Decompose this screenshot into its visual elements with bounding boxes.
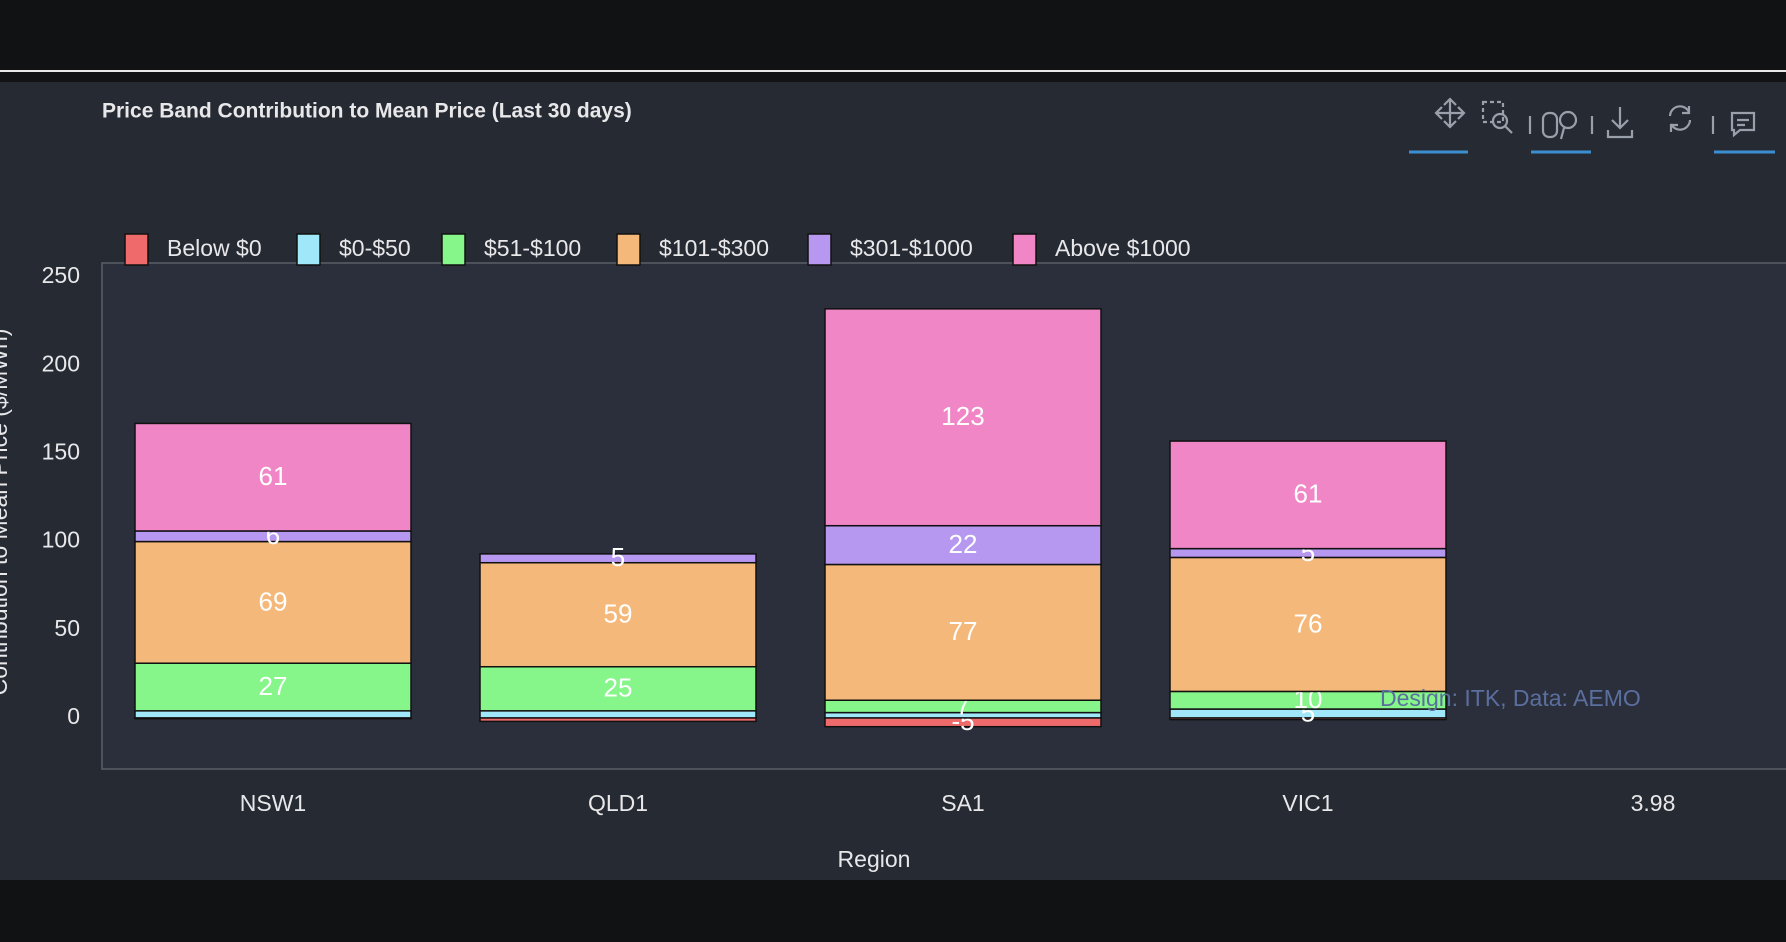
- legend-label: Below $0: [167, 235, 262, 261]
- legend-label: $101-$300: [659, 235, 769, 261]
- bar-segment: [479, 665, 757, 712]
- y-tick-label: 0: [67, 703, 80, 729]
- y-tick-label: 150: [42, 438, 80, 464]
- data-label: 76: [1294, 608, 1323, 638]
- bar-segment: [134, 710, 412, 719]
- bar-segment: [134, 540, 412, 664]
- data-label: 61: [1294, 479, 1323, 509]
- y-tick-label: 250: [42, 262, 80, 288]
- legend-swatch: [807, 233, 832, 266]
- chart-title: Price Band Contribution to Mean Price (L…: [102, 100, 632, 123]
- bar-segment: [824, 308, 1102, 527]
- y-tick-label: 100: [42, 527, 80, 553]
- box-select-button[interactable]: [1531, 110, 1591, 154]
- x-axis-title: Region: [838, 846, 911, 872]
- data-label: 5: [611, 542, 625, 572]
- data-label: 27: [259, 671, 288, 701]
- legend-label: Above $1000: [1055, 235, 1191, 261]
- legend-label: $51-$100: [484, 235, 581, 261]
- legend-swatch: [616, 233, 641, 266]
- legend-label: $0-$50: [339, 235, 411, 261]
- data-label: 61: [259, 461, 288, 491]
- bar-segment: [479, 561, 757, 668]
- toolbar[interactable]: [1409, 97, 1775, 154]
- data-label: 25: [604, 673, 633, 703]
- x-tick-label: 3.98: [1631, 790, 1676, 816]
- bar-segment: [134, 422, 412, 532]
- download-button[interactable]: [1606, 107, 1634, 139]
- x-tick-label: SA1: [941, 790, 984, 816]
- legend-swatch: [124, 233, 149, 266]
- reset-button[interactable]: [1668, 105, 1692, 132]
- data-label: 59: [604, 599, 633, 629]
- y-tick-label: 50: [54, 615, 80, 641]
- y-axis-title: Contribution to Mean Price ($/MWh): [0, 329, 12, 696]
- bar-segment: [1169, 440, 1447, 550]
- legend-label: $301-$1000: [850, 235, 973, 261]
- legend-swatch: [441, 233, 466, 266]
- y-tick-label: 200: [42, 350, 80, 376]
- data-label: 77: [949, 616, 978, 646]
- legend-swatch: [1012, 233, 1037, 266]
- comment-button[interactable]: [1714, 111, 1775, 154]
- bar-segment: [1169, 556, 1447, 693]
- data-label: 22: [949, 529, 978, 559]
- bar-segment: [479, 553, 757, 564]
- bar-segment: [824, 563, 1102, 701]
- legend-swatch: [296, 233, 321, 266]
- x-tick-label: QLD1: [588, 790, 648, 816]
- x-tick-label: NSW1: [240, 790, 306, 816]
- data-label: 69: [259, 586, 288, 616]
- x-tick-label: VIC1: [1282, 790, 1333, 816]
- pan-button[interactable]: [1409, 97, 1468, 154]
- top-bar: [0, 0, 1786, 70]
- zoom-button[interactable]: [1481, 100, 1513, 134]
- data-label: 123: [941, 401, 984, 431]
- bar-segment: [479, 710, 757, 719]
- annotation: Design: ITK, Data: AEMO: [1380, 685, 1641, 711]
